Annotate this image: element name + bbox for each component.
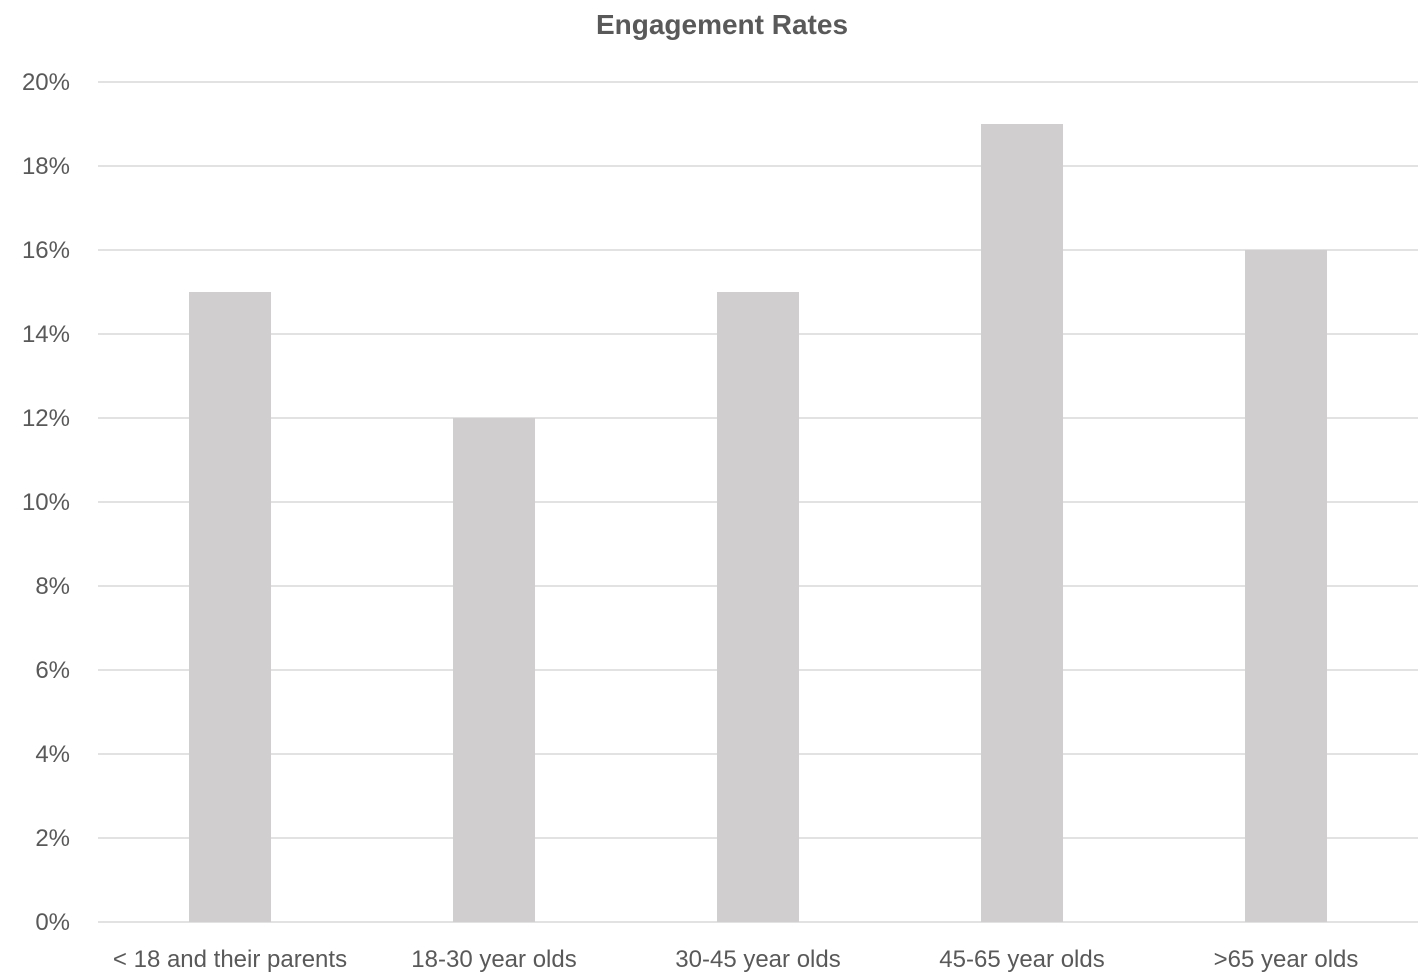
y-tick-label: 12% xyxy=(22,405,70,432)
bar xyxy=(981,124,1063,922)
y-axis-tick-labels: 0% 2% 4% 6% 8% 10% 12% 14% 16% 18% 20% xyxy=(22,69,70,936)
y-tick-label: 6% xyxy=(35,657,70,684)
y-tick-label: 20% xyxy=(22,69,70,96)
bar xyxy=(717,292,799,922)
x-category-label: 30-45 year olds xyxy=(675,946,840,973)
x-category-label: >65 year olds xyxy=(1214,946,1359,973)
y-tick-label: 14% xyxy=(22,321,70,348)
chart-title: Engagement Rates xyxy=(596,9,848,40)
bars xyxy=(189,124,1327,922)
x-axis-category-labels: < 18 and their parents 18-30 year olds 30-… xyxy=(113,946,1358,973)
y-tick-label: 10% xyxy=(22,489,70,516)
y-tick-label: 8% xyxy=(35,573,70,600)
y-tick-label: 0% xyxy=(35,909,70,936)
bar xyxy=(453,418,535,922)
bar xyxy=(1245,250,1327,922)
x-category-label: 18-30 year olds xyxy=(411,946,576,973)
y-tick-label: 18% xyxy=(22,153,70,180)
x-category-label: < 18 and their parents xyxy=(113,946,347,973)
x-category-label: 45-65 year olds xyxy=(939,946,1104,973)
y-tick-label: 2% xyxy=(35,825,70,852)
y-tick-label: 16% xyxy=(22,237,70,264)
bar xyxy=(189,292,271,922)
y-tick-label: 4% xyxy=(35,741,70,768)
